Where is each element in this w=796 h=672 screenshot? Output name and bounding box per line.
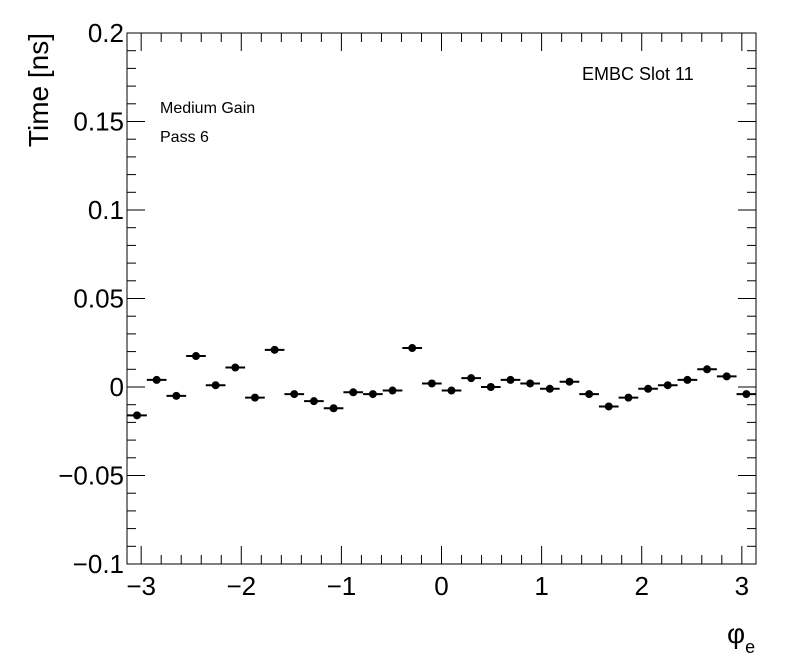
data-point	[245, 393, 265, 402]
x-tick-label: −1	[327, 571, 357, 601]
x-axis-label: φe	[727, 618, 755, 657]
point-marker	[211, 381, 220, 390]
point-marker	[565, 377, 574, 386]
point-marker	[663, 381, 672, 390]
x-tick-label: 0	[434, 571, 448, 601]
point-marker	[624, 393, 633, 402]
point-marker	[368, 390, 377, 399]
data-point	[284, 390, 305, 399]
data-points	[127, 344, 757, 420]
data-point	[363, 390, 383, 399]
x-tick-label: −2	[226, 571, 256, 601]
point-marker	[290, 390, 299, 399]
data-point	[166, 391, 187, 400]
y-tick-label: 0.05	[73, 284, 124, 314]
y-tick-label: 0	[110, 372, 124, 402]
y-tick-label: 0.1	[88, 195, 124, 225]
data-point	[677, 375, 698, 384]
data-point	[323, 404, 344, 413]
data-point	[225, 363, 246, 372]
point-marker	[191, 352, 200, 361]
point-marker	[545, 384, 554, 393]
gain-annotation: Medium Gain	[160, 100, 255, 117]
point-marker	[467, 374, 476, 383]
pass-annotation: Pass 6	[160, 129, 209, 146]
point-marker	[329, 404, 338, 413]
data-point	[264, 345, 285, 354]
point-marker	[231, 363, 240, 372]
data-point	[127, 411, 147, 420]
data-point	[500, 375, 521, 384]
data-point	[638, 384, 658, 393]
point-marker	[349, 388, 358, 397]
y-axis-label: Time [ns]	[23, 33, 54, 147]
y-tick-label: 0.15	[73, 107, 124, 137]
x-axis-label-subscript: e	[745, 637, 755, 657]
data-point	[520, 379, 540, 388]
data-point	[480, 383, 501, 391]
point-marker	[270, 345, 279, 354]
point-marker	[486, 383, 495, 391]
data-point	[304, 397, 324, 406]
point-marker	[133, 411, 142, 420]
data-point	[205, 381, 226, 390]
y-tick-label: 0.2	[88, 18, 124, 48]
data-point	[441, 386, 462, 395]
data-point	[559, 377, 580, 386]
point-marker	[408, 344, 417, 353]
point-marker	[427, 379, 436, 388]
point-marker	[722, 372, 731, 381]
data-point	[461, 374, 482, 383]
y-tick-label: −0.1	[73, 549, 124, 579]
x-axis-label-symbol: φ	[727, 618, 745, 649]
y-axis-ticks: −0.1 −0.05 0 0.05 0.1 0.15 0.2	[58, 18, 756, 579]
x-tick-label: 2	[634, 571, 648, 601]
data-point	[697, 365, 717, 374]
point-marker	[172, 391, 181, 400]
data-point	[343, 388, 364, 397]
point-marker	[526, 379, 535, 388]
point-marker	[742, 390, 751, 399]
x-tick-label: 3	[735, 571, 749, 601]
slot-annotation: EMBC Slot 11	[582, 64, 694, 84]
y-tick-label: −0.05	[58, 461, 124, 491]
point-marker	[447, 386, 456, 395]
data-point	[598, 402, 619, 411]
point-marker	[683, 375, 692, 384]
point-marker	[309, 397, 318, 406]
data-point	[402, 344, 423, 353]
data-point	[539, 384, 560, 393]
x-tick-label: −3	[126, 571, 156, 601]
point-marker	[585, 390, 594, 399]
point-marker	[604, 402, 613, 411]
point-marker	[152, 375, 161, 384]
data-point	[716, 372, 737, 381]
data-point	[579, 390, 599, 399]
point-marker	[644, 384, 653, 393]
point-marker	[388, 386, 397, 395]
x-axis-ticks: −3 −2 −1 0 1 2 3	[126, 33, 749, 601]
x-tick-label: 1	[534, 571, 548, 601]
data-point	[657, 381, 678, 390]
data-point	[186, 352, 206, 361]
data-point	[736, 390, 757, 399]
point-marker	[506, 375, 515, 384]
point-marker	[250, 393, 259, 402]
data-point	[146, 375, 167, 384]
data-point	[618, 393, 639, 402]
point-marker	[703, 365, 712, 374]
data-point	[422, 379, 442, 388]
data-point	[382, 386, 403, 395]
